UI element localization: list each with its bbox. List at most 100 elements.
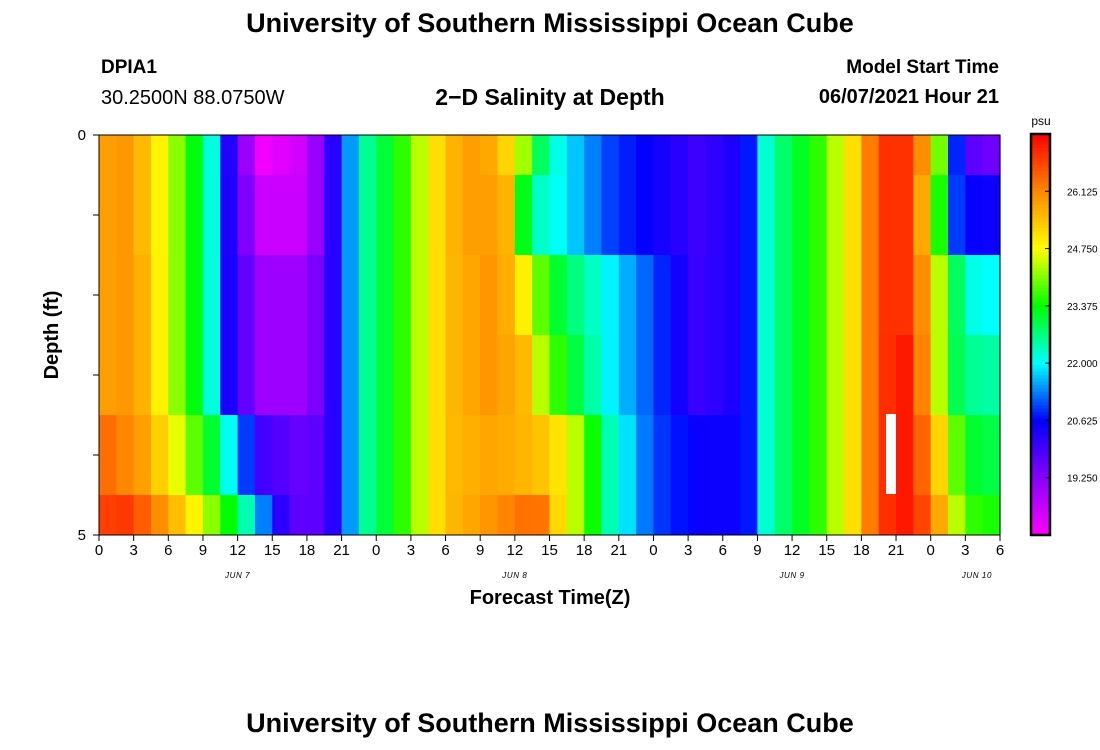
heatmap-cell bbox=[549, 415, 568, 496]
colorbar-segment bbox=[1031, 254, 1050, 259]
footer-title: University of Southern Mississippi Ocean… bbox=[246, 708, 854, 738]
heatmap-cell bbox=[341, 495, 360, 536]
heatmap-cell bbox=[289, 415, 308, 496]
heatmap-cell bbox=[826, 175, 845, 256]
heatmap-cell bbox=[670, 335, 689, 416]
heatmap-cell bbox=[618, 175, 637, 256]
heatmap-cell bbox=[133, 335, 152, 416]
heatmap-cell bbox=[670, 415, 689, 496]
heatmap-cell bbox=[757, 175, 776, 256]
date-label: JUN 10 bbox=[961, 571, 992, 580]
colorbar-segment bbox=[1031, 514, 1050, 519]
y-axis: 05 bbox=[78, 127, 99, 544]
heatmap-cell bbox=[844, 495, 862, 536]
heatmap-cell bbox=[653, 175, 672, 256]
heatmap-cell bbox=[532, 255, 551, 336]
heatmap-cell bbox=[358, 415, 377, 496]
heatmap-cell bbox=[514, 415, 533, 496]
x-tick-label: 3 bbox=[684, 542, 692, 559]
x-tick-label: 0 bbox=[95, 542, 103, 559]
heatmap-cell bbox=[705, 135, 724, 176]
heatmap-cell bbox=[618, 255, 637, 336]
colorbar-segment bbox=[1031, 230, 1050, 235]
colorbar-segment bbox=[1031, 528, 1050, 533]
colorbar-segment bbox=[1031, 291, 1050, 295]
colorbar-segment bbox=[1031, 504, 1050, 509]
colorbar-segment bbox=[1031, 184, 1050, 188]
heatmap-cell bbox=[272, 415, 291, 496]
heatmap-cell bbox=[272, 175, 291, 256]
colorbar-segment bbox=[1031, 337, 1050, 342]
colorbar-segment bbox=[1031, 247, 1050, 252]
y-tick-label: 0 bbox=[78, 127, 86, 144]
heatmap-cell bbox=[740, 495, 759, 536]
colorbar-segment bbox=[1031, 227, 1050, 232]
colorbar-segment bbox=[1031, 351, 1050, 356]
heatmap-cell bbox=[514, 255, 533, 336]
heatmap-cell bbox=[826, 135, 845, 176]
colorbar-segment bbox=[1031, 134, 1050, 138]
heatmap-cell bbox=[532, 335, 551, 416]
heatmap-cell bbox=[757, 495, 776, 536]
heatmap-cell bbox=[341, 335, 360, 416]
heatmap-cell bbox=[116, 175, 135, 256]
colorbar-segment bbox=[1031, 381, 1050, 386]
colorbar-segment bbox=[1031, 464, 1050, 469]
colorbar-segment bbox=[1031, 194, 1050, 198]
heatmap-cell bbox=[774, 415, 793, 496]
colorbar-segment bbox=[1031, 391, 1050, 396]
colorbar-segment bbox=[1031, 431, 1050, 436]
heatmap-cell bbox=[202, 255, 221, 336]
station-coordinates: 30.2500N 88.0750W bbox=[101, 87, 285, 109]
model-start-time: 06/07/2021 Hour 21 bbox=[818, 86, 999, 108]
colorbar-segment bbox=[1031, 508, 1050, 513]
heatmap-cell bbox=[150, 175, 169, 256]
colorbar-segment bbox=[1031, 364, 1050, 369]
colorbar-segment bbox=[1031, 408, 1050, 412]
colorbar-segment bbox=[1031, 174, 1050, 178]
x-tick-label: 9 bbox=[199, 542, 207, 559]
colorbar-segment bbox=[1031, 377, 1050, 382]
heatmap-cell bbox=[740, 335, 759, 416]
colorbar-tick-label: 23.375 bbox=[1067, 302, 1098, 313]
colorbar-segment bbox=[1031, 281, 1050, 285]
heatmap-cell bbox=[722, 255, 741, 336]
colorbar-segment bbox=[1031, 428, 1050, 432]
heatmap-cell bbox=[306, 415, 325, 496]
heatmap-cell bbox=[965, 335, 984, 416]
heatmap-cell bbox=[549, 495, 568, 536]
heatmap-cell bbox=[549, 335, 568, 416]
colorbar-segment bbox=[1031, 404, 1050, 409]
heatmap-cell bbox=[99, 335, 117, 416]
colorbar-segment bbox=[1031, 240, 1050, 245]
x-tick-label: 21 bbox=[888, 542, 905, 559]
colorbar-segment bbox=[1031, 474, 1050, 479]
heatmap-cell bbox=[168, 335, 187, 416]
heatmap-cell bbox=[965, 175, 984, 256]
heatmap-cell bbox=[185, 415, 204, 496]
colorbar-segment bbox=[1031, 220, 1050, 225]
colorbar-segment bbox=[1031, 307, 1050, 312]
heatmap-cell bbox=[410, 175, 429, 256]
heatmap-cell bbox=[930, 135, 949, 176]
heatmap-cell bbox=[948, 495, 966, 536]
heatmap-cell bbox=[670, 175, 689, 256]
heatmap-cell bbox=[410, 335, 429, 416]
colorbar-tick-label: 19.250 bbox=[1067, 474, 1098, 485]
heatmap-cell bbox=[497, 415, 516, 496]
colorbar-tick-label: 24.750 bbox=[1067, 245, 1098, 256]
heatmap-cell bbox=[393, 255, 412, 336]
colorbar-segment bbox=[1031, 324, 1050, 329]
heatmap-cell bbox=[514, 135, 533, 176]
heatmap-cell bbox=[358, 255, 377, 336]
heatmap-cell bbox=[965, 135, 984, 176]
colorbar-segment bbox=[1031, 210, 1050, 215]
x-tick-label: 6 bbox=[441, 542, 449, 559]
heatmap-cell bbox=[462, 255, 481, 336]
colorbar-segment bbox=[1031, 301, 1050, 305]
colorbar-segment bbox=[1031, 384, 1050, 389]
heatmap-cell bbox=[393, 135, 412, 176]
heatmap-cell bbox=[826, 255, 845, 336]
heatmap-cell bbox=[584, 495, 603, 536]
heatmap-cell bbox=[133, 495, 152, 536]
